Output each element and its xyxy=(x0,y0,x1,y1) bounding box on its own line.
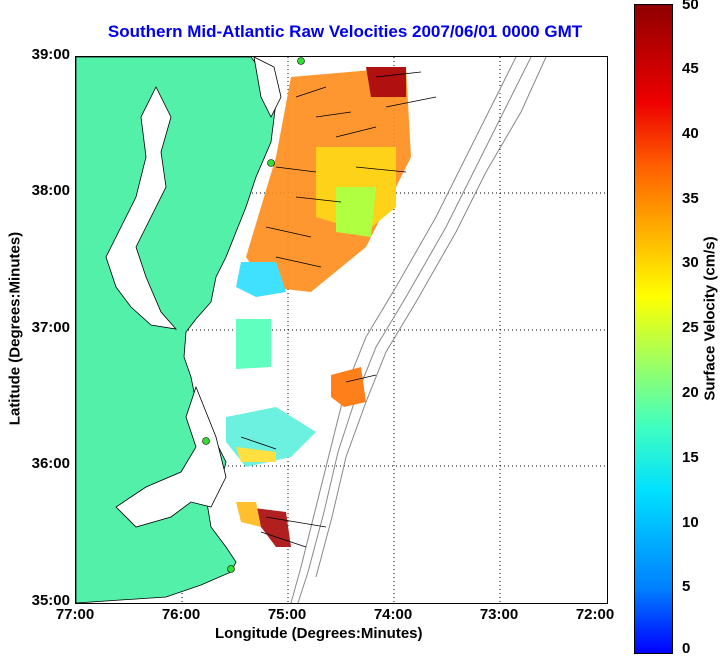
x-axis-title: Longitude (Degrees:Minutes) xyxy=(215,625,423,642)
map-plot-area xyxy=(75,56,608,604)
colorbar-title: Surface Velocity (cm/s) xyxy=(701,236,719,401)
velocity-arrows xyxy=(240,71,437,548)
y-tick-label: 38:00 xyxy=(31,182,70,199)
delaware-bay xyxy=(253,57,282,118)
y-tick-label: 36:00 xyxy=(31,455,70,472)
x-tick-label: 77:00 xyxy=(55,606,95,623)
colorbar-tick: 20 xyxy=(682,384,699,401)
x-tick-label: 75:00 xyxy=(267,606,307,623)
y-tick-label: 35:00 xyxy=(31,592,70,609)
colorbar-tick: 30 xyxy=(682,254,699,271)
colorbar-tick: 5 xyxy=(682,578,691,595)
velocity-field-north xyxy=(236,67,411,297)
chesapeake-bay xyxy=(105,86,178,330)
colorbar-tick: 0 xyxy=(682,640,691,657)
colorbar xyxy=(634,4,673,654)
colorbar-tick: 40 xyxy=(682,125,699,142)
x-tick-label: 73:00 xyxy=(479,606,519,623)
x-tick-label: 72:00 xyxy=(575,606,615,623)
colorbar-tick: 10 xyxy=(682,514,699,531)
x-tick-label: 74:00 xyxy=(373,606,413,623)
bathymetry-contours xyxy=(290,57,547,603)
radar-stations xyxy=(202,57,305,573)
map-title: Southern Mid-Atlantic Raw Velocities 200… xyxy=(107,22,583,41)
land-mass xyxy=(76,57,277,603)
velocity-field-south xyxy=(236,502,291,547)
x-tick-label: 76:00 xyxy=(161,606,201,623)
velocity-field-middle xyxy=(226,319,366,467)
y-axis-title: Latitude (Degrees:Minutes) xyxy=(6,231,24,426)
colorbar-tick: 45 xyxy=(682,60,699,77)
sound-water xyxy=(115,385,227,528)
colorbar-tick: 50 xyxy=(682,0,699,13)
map-canvas xyxy=(76,57,607,603)
y-tick-label: 39:00 xyxy=(31,46,70,63)
colorbar-tick: 25 xyxy=(682,319,699,336)
colorbar-tick: 35 xyxy=(682,190,699,207)
y-tick-label: 37:00 xyxy=(31,319,70,336)
colorbar-tick: 15 xyxy=(682,449,699,466)
